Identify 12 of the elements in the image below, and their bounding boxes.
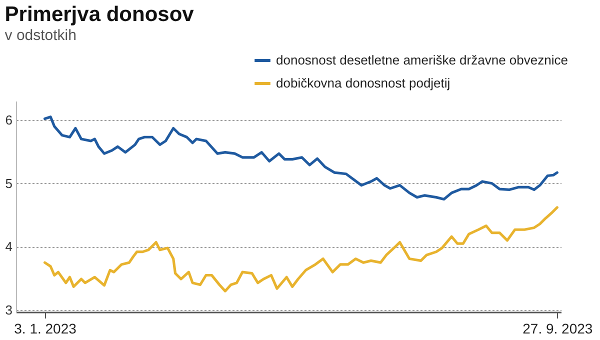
chart-subtitle: v odstotkih	[4, 27, 76, 44]
line-series	[43, 116, 558, 201]
y-tick-label: 3	[5, 302, 12, 318]
legend-label: dobičkovna donosnost podjetij	[276, 76, 450, 90]
y-tick-label: 6	[5, 112, 12, 128]
x-tick-label: 3. 1. 2023	[14, 320, 77, 336]
y-tick-label: 4	[5, 239, 12, 254]
line-series	[43, 206, 558, 292]
x-tick-label: 27. 9. 2023	[522, 320, 593, 336]
y-tick-label: 5	[5, 176, 12, 191]
legend-label: donosnost desetletne ameriške državne obveznice	[276, 52, 568, 68]
chart-title: Primerjva donosov	[4, 3, 194, 26]
